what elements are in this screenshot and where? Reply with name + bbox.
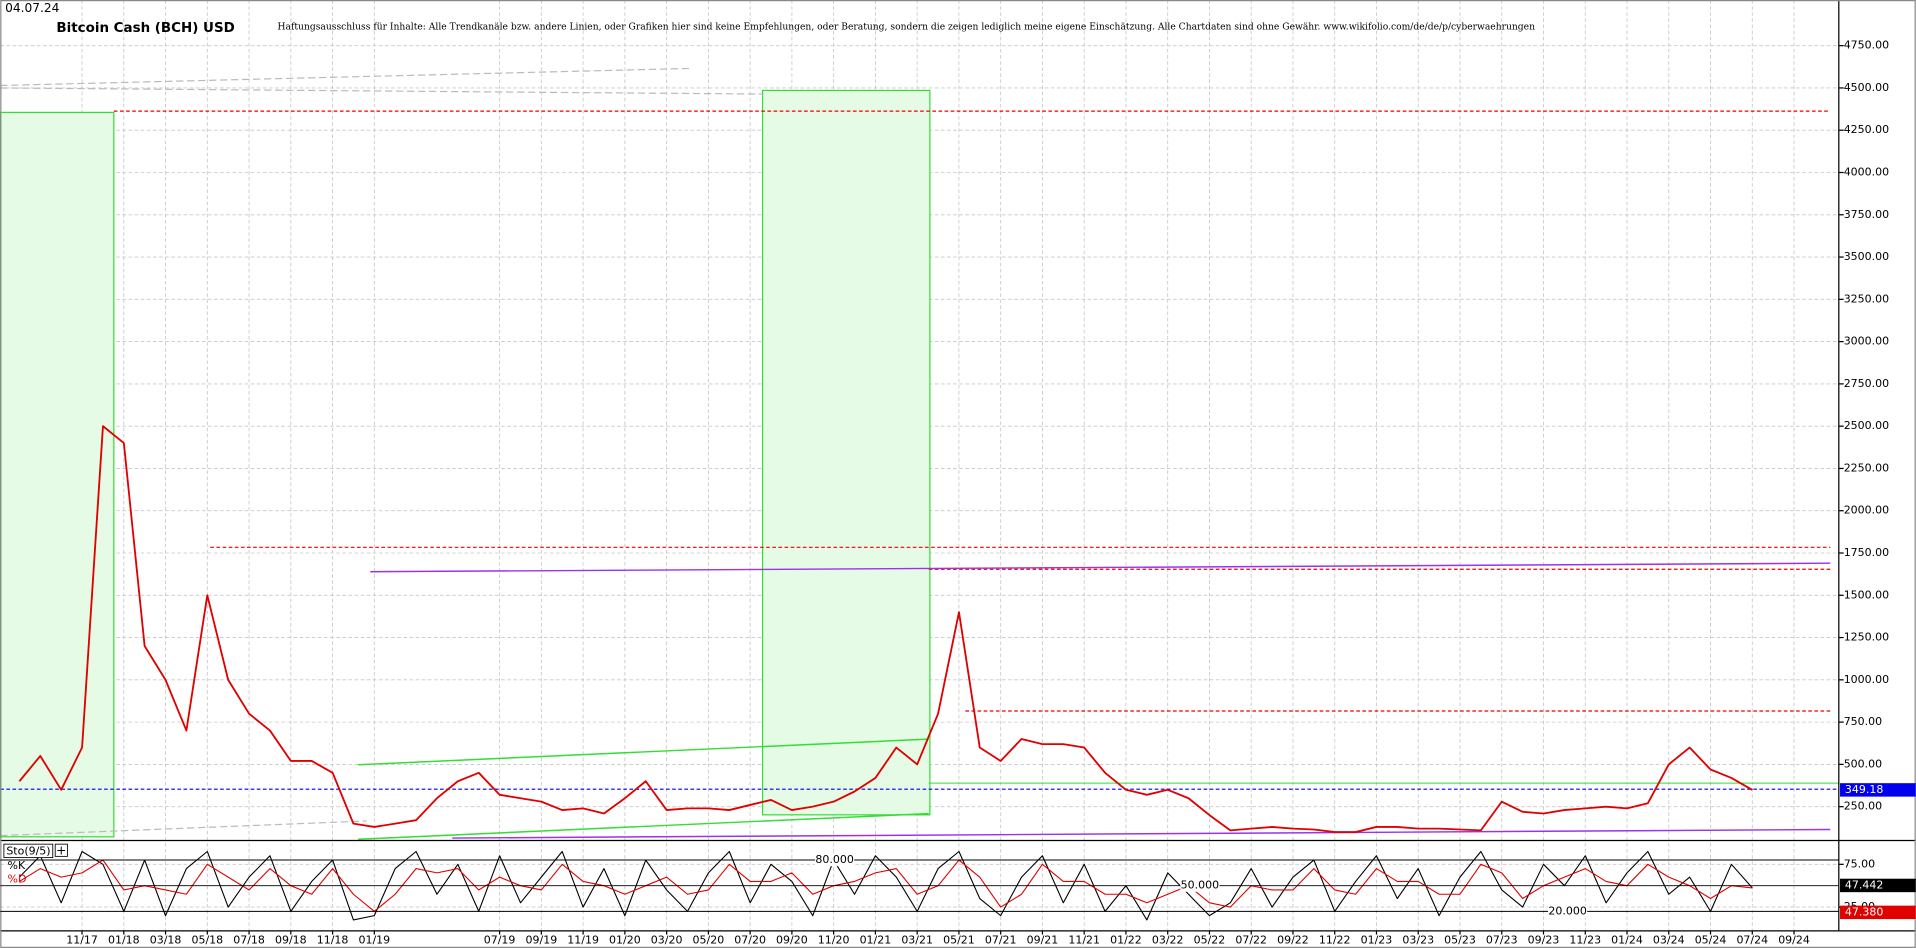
- x-tick-label: 05/21: [943, 934, 975, 947]
- y-tick-label: 3750.00: [1844, 208, 1889, 221]
- y-tick-label: 2000.00: [1844, 504, 1889, 517]
- x-tick-label: 01/18: [108, 934, 140, 947]
- y-tick-label: 2750.00: [1844, 377, 1889, 390]
- level-label-bg: [1548, 905, 1588, 918]
- x-tick-label: 07/18: [233, 934, 265, 947]
- y-tick-label: 500.00: [1844, 757, 1882, 770]
- x-tick-label: 01/24: [1611, 934, 1643, 947]
- trend-line: [0, 67, 691, 87]
- x-tick-label: 11/20: [818, 934, 850, 947]
- y-tick-label: 4000.00: [1844, 165, 1889, 178]
- x-tick-label: 11/18: [317, 934, 349, 947]
- trend-line: [452, 828, 1831, 839]
- x-tick-label: 05/22: [1194, 934, 1226, 947]
- series-line: [18, 425, 1753, 833]
- y-tick-label: 250.00: [1844, 800, 1882, 813]
- x-tick-label: 01/21: [860, 934, 892, 947]
- disclaimer: Haftungsausschluss für Inhalte: Alle Tre…: [278, 21, 1536, 32]
- x-tick-label: 07/23: [1486, 934, 1518, 947]
- expand-icon: +: [56, 843, 66, 857]
- x-tick-label: 09/18: [275, 934, 307, 947]
- level-label-bg: [815, 853, 855, 867]
- level-label-bg: [1180, 879, 1220, 892]
- x-tick-label: 03/20: [651, 934, 683, 947]
- x-tick-label: 09/22: [1277, 934, 1309, 947]
- y-tick-label: 1750.00: [1844, 546, 1889, 559]
- x-tick-label: 09/19: [526, 934, 558, 947]
- chart-title: Bitcoin Cash (BCH) USD: [56, 21, 234, 36]
- trend-line: [358, 738, 929, 766]
- x-tick-label: 07/19: [484, 934, 516, 947]
- y-tick-label: 750.00: [1844, 715, 1882, 728]
- y-tick-label: 2500.00: [1844, 419, 1889, 432]
- series-line: [19, 850, 1753, 921]
- x-tick-label: 11/19: [567, 934, 599, 947]
- x-tick-label: 07/22: [1235, 934, 1267, 947]
- x-tick-label: 05/20: [693, 934, 725, 947]
- y-tick-label: 4750.00: [1844, 39, 1889, 52]
- y-tick-label: 3250.00: [1844, 292, 1889, 305]
- x-tick-label: 11/17: [66, 934, 98, 947]
- last-value-box: [1840, 783, 1916, 797]
- highlight-box: [761, 89, 931, 816]
- y-tick-label: 1250.00: [1844, 631, 1889, 644]
- level-label: 20.000: [1548, 904, 1586, 917]
- y-tick-label: 3500.00: [1844, 250, 1889, 263]
- y-tick-label: 75.00: [1844, 857, 1875, 870]
- x-tick-label: 05/18: [191, 934, 223, 947]
- last-value-label: 349.18: [1845, 783, 1883, 796]
- y-tick-label: 1500.00: [1844, 588, 1889, 601]
- x-tick-label: 03/21: [901, 934, 933, 947]
- x-tick-label: 11/22: [1319, 934, 1351, 947]
- x-tick-label: 01/22: [1110, 934, 1142, 947]
- expand-button[interactable]: [54, 843, 68, 857]
- x-tick-label: 03/22: [1152, 934, 1184, 947]
- x-tick-label: 09/24: [1778, 934, 1810, 947]
- x-tick-label: 03/24: [1653, 934, 1685, 947]
- legend-k: %K: [8, 859, 26, 872]
- annotations: [0, 67, 1839, 841]
- y-tick-label: 2250.00: [1844, 461, 1889, 474]
- trend-line: [0, 820, 367, 837]
- x-tick-label: 11/21: [1068, 934, 1100, 947]
- last-value-label: 47.442: [1845, 878, 1883, 891]
- x-tick-label: 01/20: [609, 934, 641, 947]
- highlight-box: [0, 111, 115, 838]
- x-tick-label: 07/20: [734, 934, 766, 947]
- x-tick-label: 09/23: [1528, 934, 1560, 947]
- date-label: 04.07.24: [5, 1, 60, 15]
- trend-line: [370, 562, 1831, 573]
- trend-line: [0, 87, 764, 95]
- last-value-box: [1840, 905, 1916, 920]
- y-tick-label: 4250.00: [1844, 123, 1889, 136]
- x-tick-label: 09/20: [776, 934, 808, 947]
- data-layer: [18, 425, 1753, 921]
- level-label: 80.000: [815, 853, 853, 866]
- legend-d: %D: [8, 873, 27, 886]
- x-tick-label: 05/23: [1444, 934, 1476, 947]
- x-tick-label: 01/23: [1361, 934, 1393, 947]
- x-tick-label: 07/21: [985, 934, 1017, 947]
- x-tick-label: 03/18: [150, 934, 182, 947]
- trend-line: [358, 812, 929, 841]
- y-tick-label: 4500.00: [1844, 81, 1889, 94]
- indicator-title: Sto(9/5): [6, 844, 50, 857]
- x-tick-label: 07/24: [1736, 934, 1768, 947]
- x-tick-label: 05/24: [1695, 934, 1727, 947]
- last-value-label: 47.380: [1845, 905, 1883, 918]
- y-tick-label: 3000.00: [1844, 335, 1889, 348]
- x-tick-label: 09/21: [1027, 934, 1059, 947]
- level-label: 50.000: [1181, 879, 1219, 892]
- last-value-box: [1840, 878, 1916, 893]
- x-tick-label: 01/19: [359, 934, 391, 947]
- x-tick-label: 11/23: [1569, 934, 1601, 947]
- indicator-label-box: [3, 843, 54, 859]
- x-tick-label: 03/23: [1402, 934, 1434, 947]
- y-tick-label: 1000.00: [1844, 673, 1889, 686]
- series-line: [19, 859, 1753, 912]
